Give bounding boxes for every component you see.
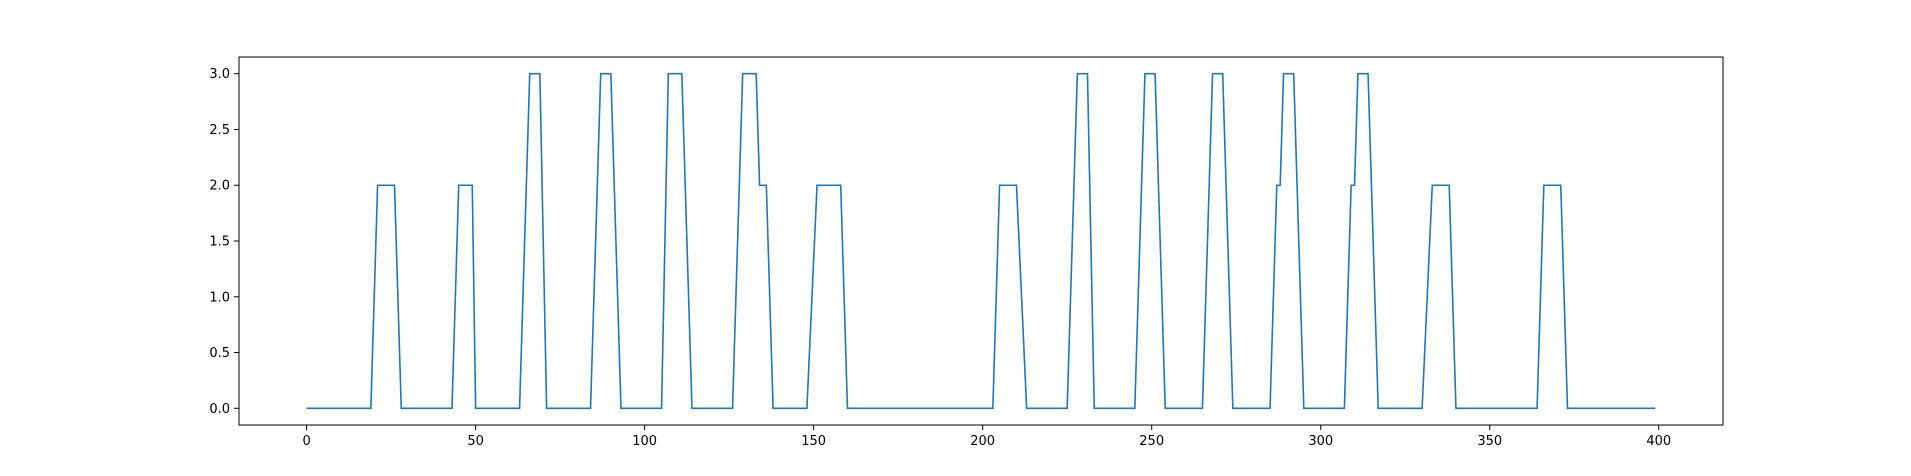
series-layer (306, 72, 1656, 410)
y-tick-label: 1.0 (209, 290, 230, 305)
y-tick-label: 0.0 (209, 402, 230, 417)
x-axis: 0 50 100 150 200 250 300 350 400 (302, 425, 1671, 449)
x-tick-label: 50 (467, 434, 484, 449)
x-tick-label: 100 (632, 434, 657, 449)
y-tick-label: 2.0 (209, 179, 230, 194)
x-tick-label: 300 (1308, 434, 1333, 449)
x-tick-label: 0 (302, 434, 310, 449)
x-tick-label: 200 (970, 434, 995, 449)
y-tick-label: 0.5 (209, 346, 230, 361)
y-tick-label: 1.5 (209, 235, 230, 250)
plot-area (238, 56, 1724, 426)
y-axis: 0.0 0.5 1.0 1.5 2.0 2.5 3.0 (209, 67, 239, 417)
plot-frame (238, 56, 1724, 426)
y-tick-label: 3.0 (209, 67, 230, 82)
x-tick-label: 350 (1477, 434, 1502, 449)
x-tick-label: 250 (1139, 434, 1164, 449)
x-tick-label: 150 (801, 434, 826, 449)
series-line-0 (306, 72, 1656, 410)
y-tick-label: 2.5 (209, 123, 230, 138)
x-tick-label: 400 (1646, 434, 1671, 449)
